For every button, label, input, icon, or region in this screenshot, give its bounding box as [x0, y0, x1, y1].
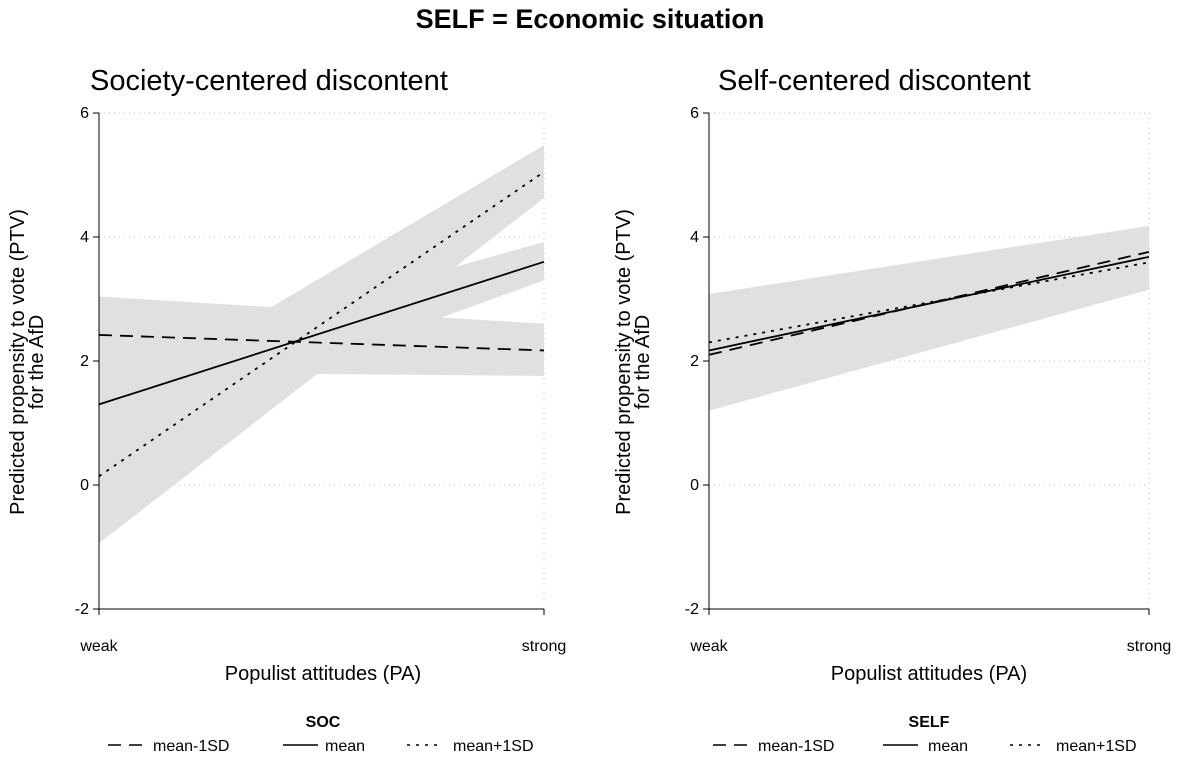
x-tick-label: strong [522, 638, 566, 655]
y-tick-label: 6 [690, 105, 699, 122]
x-axis-label: Populist attitudes (PA) [225, 663, 421, 685]
main-title: SELF = Economic situation [415, 4, 765, 34]
plot-area: -2 0 2 4 6 weak strong [75, 105, 566, 655]
y-axis-label-line2: for the AfD [26, 315, 48, 410]
legend-title: SOC [306, 714, 341, 731]
y-axis-label-line1: Predicted propensity to vote (PTV) [7, 209, 29, 515]
legend: SELF mean-1SD mean mean+1SD [713, 714, 1137, 755]
legend-label-mean: mean [928, 738, 968, 755]
y-tick-label: 0 [80, 477, 89, 494]
x-axis-label: Populist attitudes (PA) [831, 663, 1027, 685]
series-line-mean-minus-1sd [98, 334, 545, 352]
legend: SOC mean-1SD mean mean+1SD [108, 714, 534, 755]
legend-label-mean-plus-1sd: mean+1SD [1056, 738, 1137, 755]
series-line-mean [708, 255, 1150, 352]
panel-title: Society-centered discontent [90, 65, 448, 97]
legend-label-mean: mean [325, 738, 365, 755]
plot-area: -2 0 2 4 6 weak strong [685, 105, 1171, 655]
legend-label-mean-minus-1sd: mean-1SD [153, 738, 229, 755]
y-axis-label-line1: Predicted propensity to vote (PTV) [613, 209, 635, 515]
confidence-band [709, 245, 1149, 365]
y-axis-label-line2: for the AfD [632, 315, 654, 410]
series-line-mean-minus-1sd [708, 251, 1150, 356]
chart-panel-self: Self-centered discontent Predicted prope… [613, 65, 1171, 755]
legend-label-mean-plus-1sd: mean+1SD [453, 738, 534, 755]
x-tick-label: weak [689, 638, 728, 655]
x-tick-label: weak [79, 638, 118, 655]
y-tick-label: -2 [75, 601, 89, 618]
chart-panel-society: Society-centered discontent Predicted pr… [7, 65, 566, 755]
y-tick-label: 4 [690, 229, 699, 246]
panel-title: Self-centered discontent [718, 65, 1031, 97]
y-tick-label: 0 [690, 477, 699, 494]
series-line-mean [98, 260, 545, 406]
x-tick-label: strong [1127, 638, 1171, 655]
y-tick-label: 2 [690, 353, 699, 370]
y-tick-label: 4 [80, 229, 89, 246]
y-tick-label: 6 [80, 105, 89, 122]
legend-title: SELF [909, 714, 950, 731]
confidence-band [99, 145, 544, 544]
series-line-mean-plus-minus-1sd [708, 261, 1150, 344]
y-tick-label: 2 [80, 353, 89, 370]
legend-label-mean-minus-1sd: mean-1SD [758, 738, 834, 755]
y-tick-label: -2 [685, 601, 699, 618]
